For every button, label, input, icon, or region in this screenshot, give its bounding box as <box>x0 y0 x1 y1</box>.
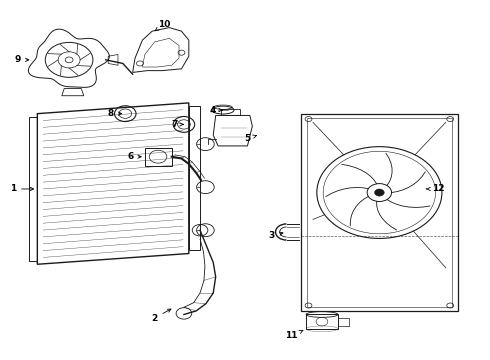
Text: 12: 12 <box>426 184 444 193</box>
Bar <box>306 315 338 329</box>
Text: 1: 1 <box>10 184 34 193</box>
Bar <box>307 118 452 307</box>
Text: 2: 2 <box>151 309 171 323</box>
Text: 5: 5 <box>245 134 256 143</box>
Circle shape <box>65 57 73 63</box>
Text: 6: 6 <box>127 152 141 161</box>
Text: 8: 8 <box>107 109 122 118</box>
Text: 3: 3 <box>269 231 283 240</box>
Text: 11: 11 <box>285 330 303 341</box>
Text: 7: 7 <box>171 120 183 129</box>
Text: 9: 9 <box>15 55 29 64</box>
Bar <box>220 109 240 116</box>
Bar <box>145 148 172 166</box>
Bar <box>338 318 348 326</box>
Text: 10: 10 <box>155 19 171 31</box>
Bar <box>301 114 458 311</box>
Text: 4: 4 <box>210 105 222 114</box>
Circle shape <box>374 189 384 196</box>
